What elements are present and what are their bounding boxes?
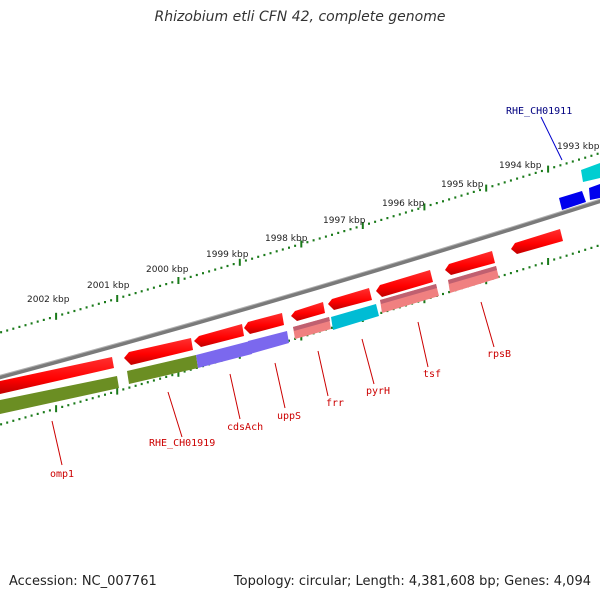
- leader-uppS: [274, 362, 286, 409]
- kbp-label-2001: 2001 kbp: [87, 281, 130, 291]
- outer-ruler-ticks: [0, 152, 599, 334]
- feature-pyrH-cyan[interactable]: [331, 304, 379, 330]
- leader-rhe-ch01919: [167, 391, 183, 438]
- label-rhe-ch01919[interactable]: RHE_CH01919: [149, 438, 215, 449]
- gene-uppS-red[interactable]: [244, 313, 284, 334]
- leader-pyrH: [361, 338, 375, 385]
- leader-rpsB: [480, 301, 495, 348]
- gene-pyrH-red[interactable]: [328, 288, 372, 310]
- gene-rhe-ch01919-red[interactable]: [124, 338, 193, 365]
- label-pyrH[interactable]: pyrH: [366, 386, 390, 397]
- feature-frr-band: [293, 317, 330, 331]
- genome-summary-text: Topology: circular; Length: 4,381,608 bp…: [233, 574, 591, 589]
- kbp-label-1996: 1996 kbp: [382, 199, 425, 209]
- label-omp1[interactable]: omp1: [50, 469, 74, 480]
- accession-text: Accession: NC_007761: [9, 574, 157, 589]
- leader-tsf: [417, 321, 429, 368]
- genome-backbone: [0, 199, 600, 380]
- label-frr[interactable]: frr: [326, 398, 344, 409]
- map-title: Rhizobium etli CFN 42, complete genome: [154, 9, 446, 25]
- feature-uppS-violet[interactable]: [248, 331, 289, 354]
- kbp-label-1997: 1997 kbp: [323, 216, 366, 226]
- gene-blue-edge[interactable]: [589, 184, 600, 200]
- gene-tsf-red[interactable]: [376, 270, 433, 297]
- feature-tsf-band: [380, 284, 437, 304]
- leader-cdsAch: [229, 373, 241, 420]
- reverse-strand-features: [0, 266, 499, 414]
- feature-rhe-ch01919-green[interactable]: [127, 355, 198, 384]
- gene-omp1-red[interactable]: [0, 357, 114, 394]
- kbp-labels: 2002 kbp 2001 kbp 2000 kbp 1999 kbp 1998…: [27, 142, 600, 305]
- forward-strand-genes: [0, 163, 600, 394]
- feature-cdsAch-violet[interactable]: [196, 341, 252, 368]
- gene-rpsB-red[interactable]: [445, 251, 495, 275]
- leader-rhe-ch01911: [540, 116, 563, 161]
- gene-rhe-ch01911-blue[interactable]: [559, 191, 586, 210]
- label-cdsAch[interactable]: cdsAch: [227, 422, 263, 433]
- feature-rpsB-band: [448, 266, 497, 284]
- kbp-label-1994: 1994 kbp: [499, 161, 542, 171]
- gene-cdsAch-red[interactable]: [194, 324, 244, 347]
- kbp-label-1993: 1993 kbp: [557, 142, 600, 152]
- gene-cyan-edge[interactable]: [581, 163, 600, 182]
- gene-frr-red[interactable]: [291, 302, 325, 321]
- label-tsf[interactable]: tsf: [423, 369, 441, 380]
- kbp-label-1998: 1998 kbp: [265, 234, 308, 244]
- kbp-label-1999: 1999 kbp: [206, 250, 249, 260]
- label-uppS[interactable]: uppS: [277, 411, 301, 422]
- kbp-label-2002: 2002 kbp: [27, 295, 70, 305]
- label-rpsB[interactable]: rpsB: [487, 349, 511, 360]
- gene-labels: omp1 RHE_CH01919 cdsAch uppS frr pyrH ts…: [50, 106, 572, 480]
- kbp-label-2000: 2000 kbp: [146, 265, 189, 275]
- feature-omp1-green[interactable]: [0, 376, 119, 414]
- genome-backbone-highlight: [0, 198, 600, 376]
- leader-omp1: [51, 420, 63, 466]
- label-leaders: [51, 116, 563, 466]
- label-rhe-ch01911[interactable]: RHE_CH01911: [506, 106, 572, 117]
- gene-red-far[interactable]: [511, 229, 563, 254]
- kbp-label-1995: 1995 kbp: [441, 180, 484, 190]
- leader-frr: [317, 350, 329, 397]
